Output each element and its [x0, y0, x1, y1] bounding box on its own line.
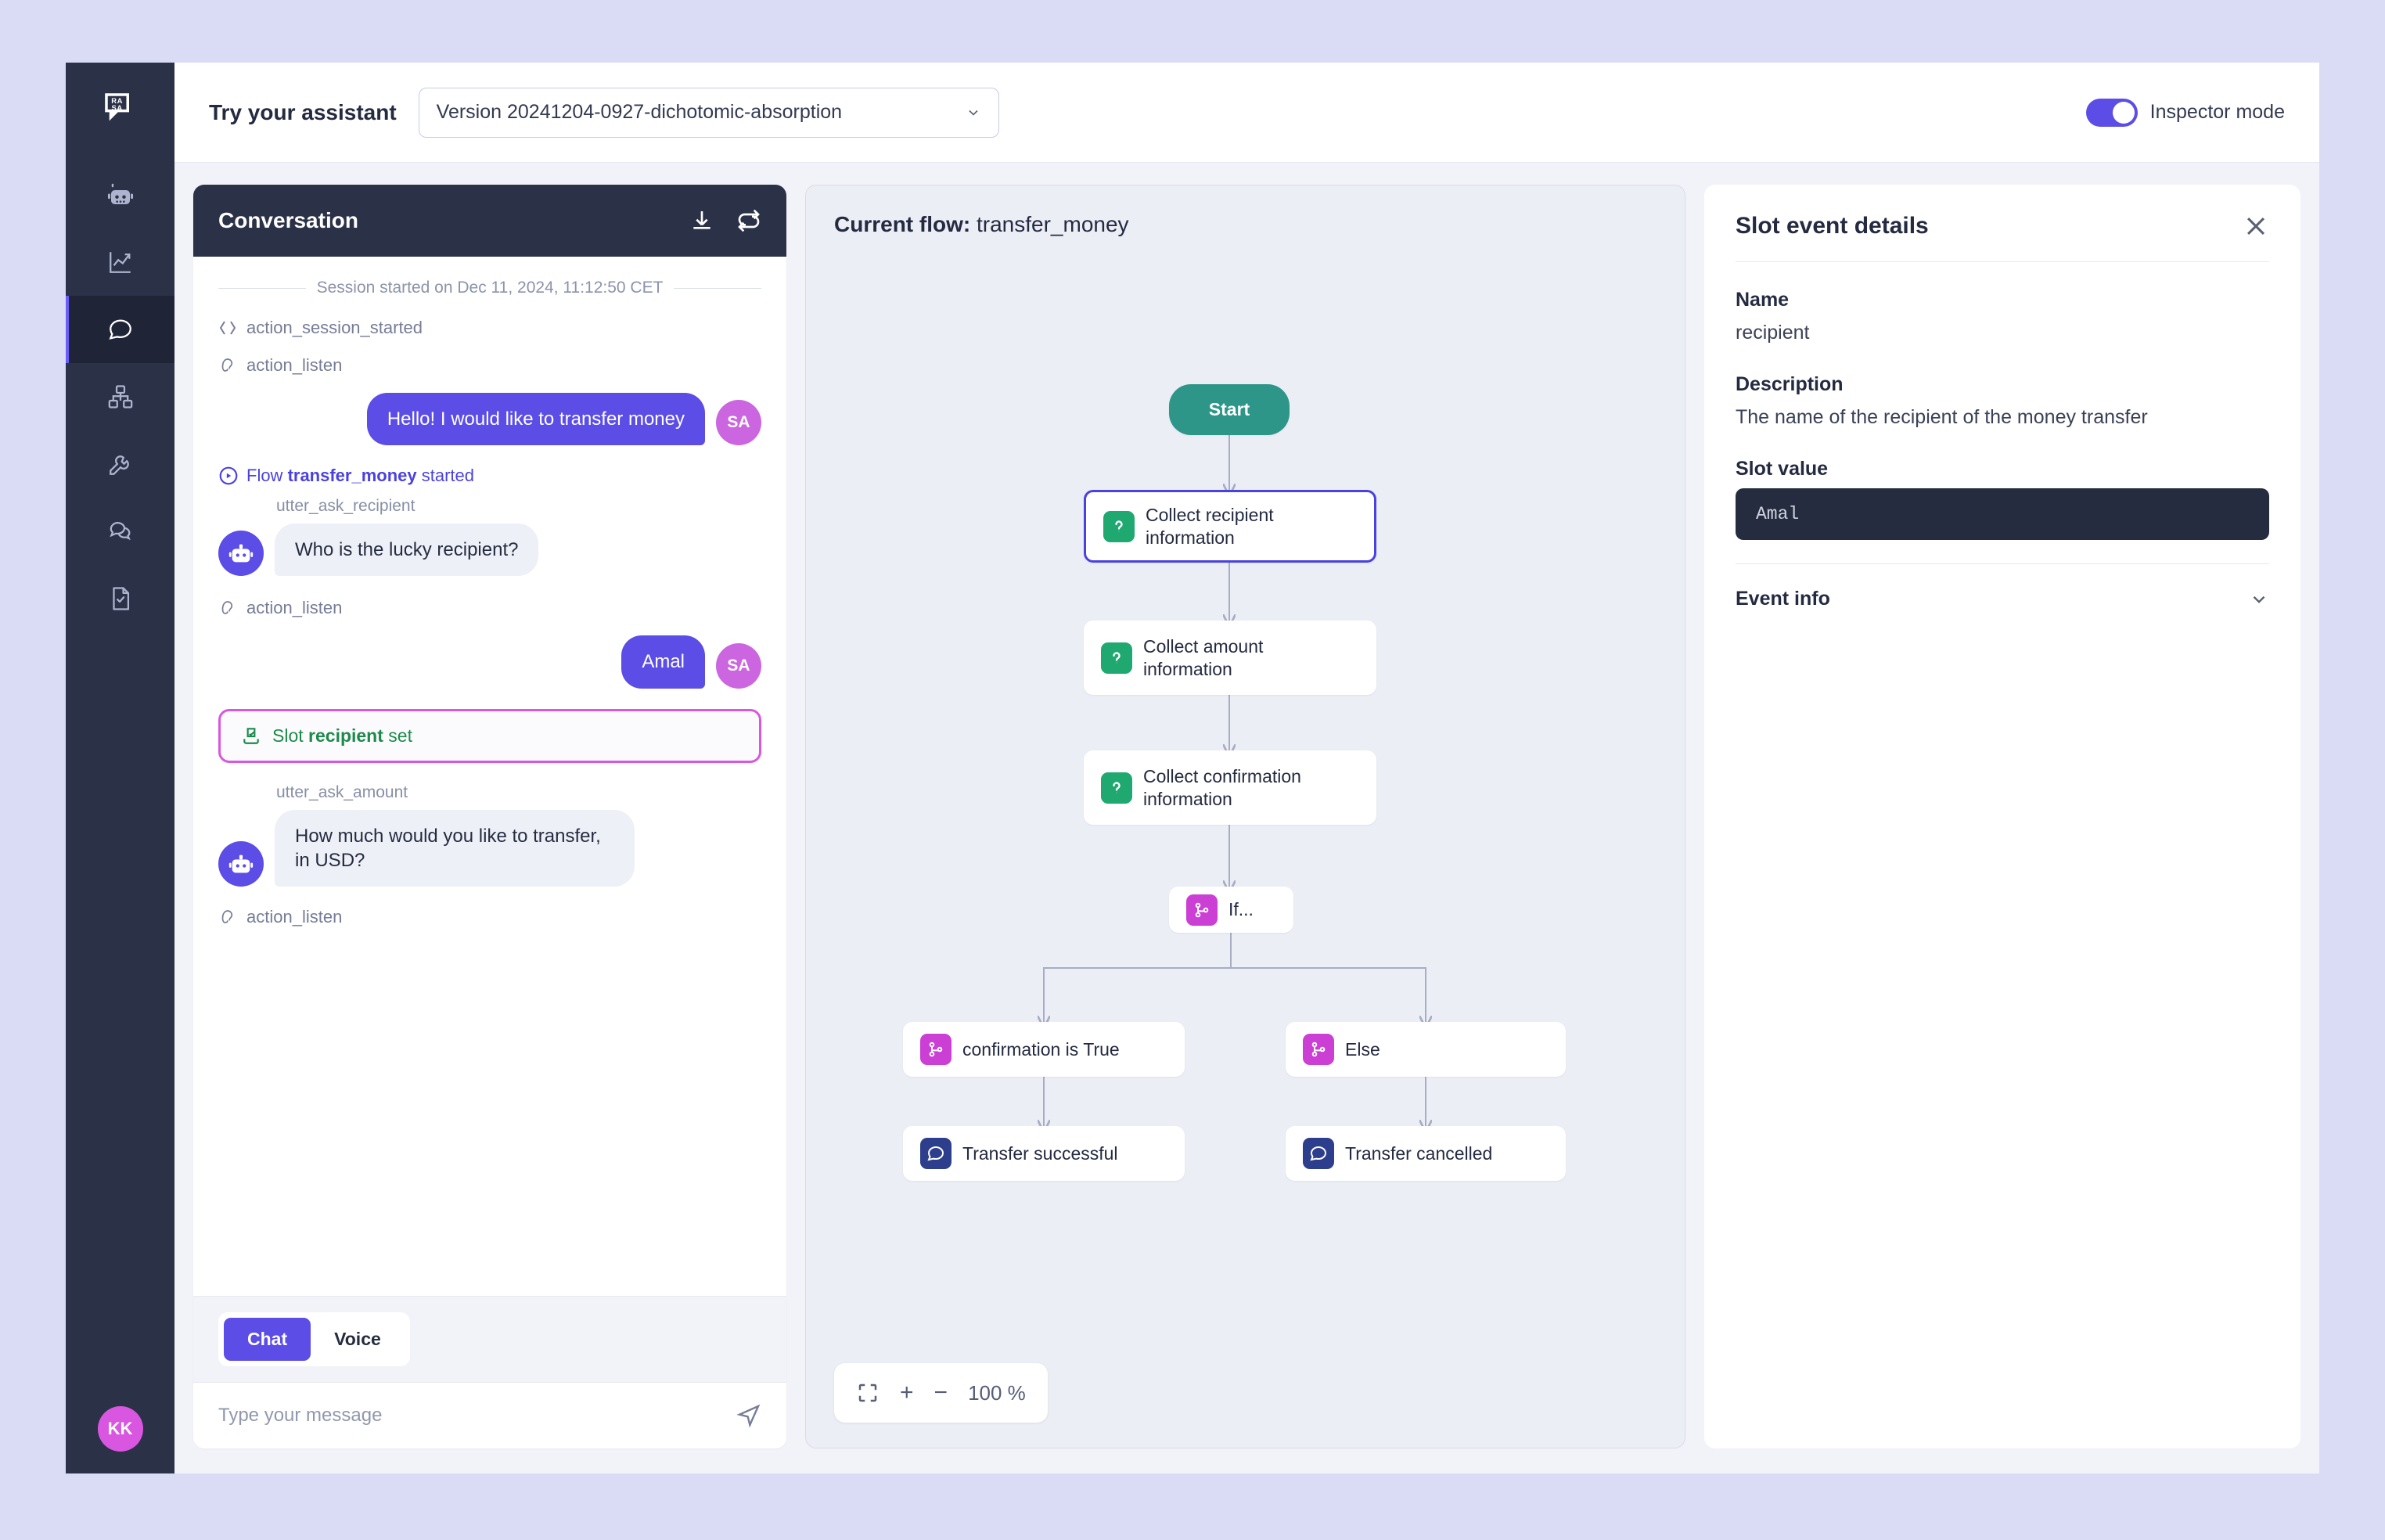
svg-text:SA: SA [111, 104, 122, 113]
